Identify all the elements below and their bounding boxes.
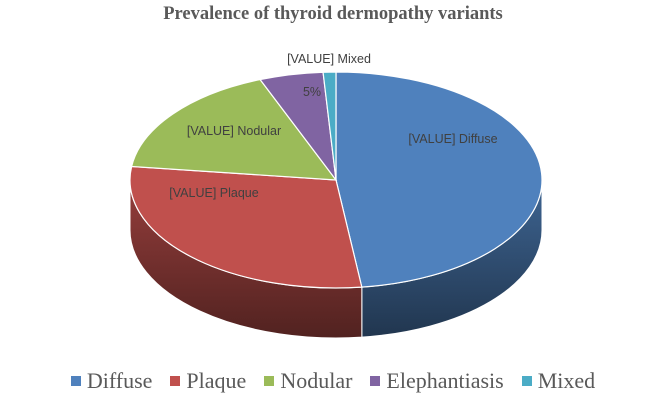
pie-labels: [VALUE] Diffuse [VALUE] Plaque [VALUE] Nod… (169, 52, 497, 200)
legend-label: Nodular (280, 368, 353, 393)
legend-item-nodular: Nodular (264, 368, 352, 394)
chart-title: Prevalence of thyroid dermopathy variant… (163, 4, 503, 24)
legend-item-elephantiasis: Elephantiasis (370, 368, 504, 394)
legend-label: Mixed (537, 368, 596, 393)
data-label-mixed: [VALUE] Mixed (287, 52, 371, 66)
slice-plaque (129, 165, 363, 289)
pie-chart: [VALUE] Diffuse [VALUE] Plaque [VALUE] Nod… (129, 52, 543, 339)
legend-swatch (521, 376, 532, 386)
legend-item-mixed: Mixed (521, 368, 596, 394)
legend-swatch (70, 376, 81, 386)
legend-label: Plaque (186, 368, 247, 393)
slice-diffuse (335, 71, 543, 288)
legend-item-diffuse: Diffuse (70, 368, 153, 394)
data-label-plaque: [VALUE] Plaque (169, 186, 258, 200)
data-label-elephantiasis: 5% (303, 85, 321, 99)
legend-item-plaque: Plaque (170, 368, 246, 394)
legend-label: Diffuse (86, 368, 153, 393)
legend-swatch (370, 376, 381, 386)
legend-swatch (264, 376, 275, 386)
legend-label: Elephantiasis (386, 368, 504, 393)
legend: Diffuse Plaque Nodular Elephantiasis Mixed (0, 365, 666, 397)
slice-mixed (322, 71, 337, 181)
pie-tops (129, 71, 543, 289)
slice-nodular (130, 78, 338, 181)
data-label-diffuse: [VALUE] Diffuse (408, 132, 497, 146)
legend-swatch (170, 376, 181, 386)
data-label-nodular: [VALUE] Nodular (187, 124, 281, 138)
